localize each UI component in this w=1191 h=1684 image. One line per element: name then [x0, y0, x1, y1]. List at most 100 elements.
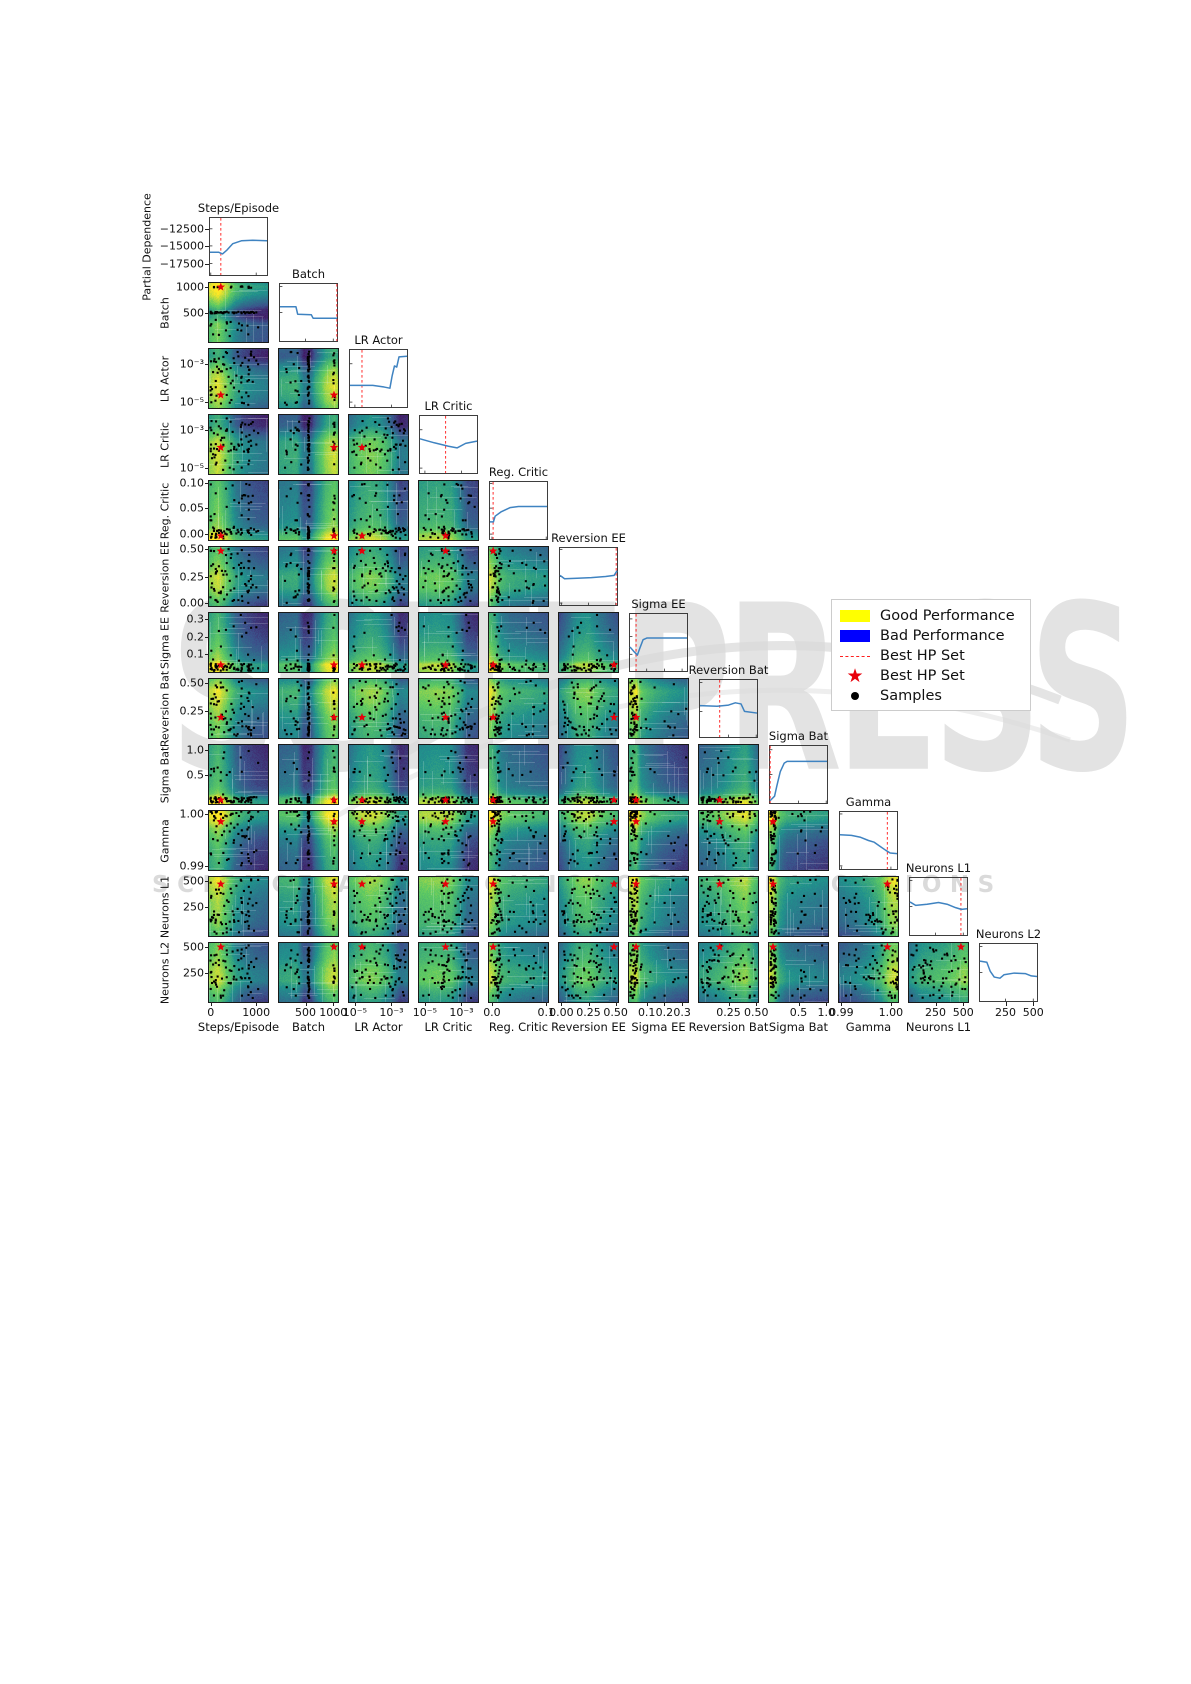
heatmap-cell-Neurons L2-vs-Gamma: [838, 942, 899, 1003]
xtick-mark: [756, 1002, 758, 1006]
heatmap-cell-Neurons L2-vs-LR Actor: [348, 942, 409, 1003]
diag-title-Batch: Batch: [291, 267, 326, 281]
ytick-label: 0.00: [179, 596, 205, 610]
xtick-mark: [391, 1002, 393, 1006]
xtick-label: 10⁻³: [449, 1006, 474, 1019]
heatmap-cell-Neurons L2-vs-LR Critic: [418, 942, 479, 1003]
heatmap-cell-LR Critic-vs-LR Actor: [348, 414, 409, 475]
heatmap-cell-Sigma EE-vs-LR Actor: [348, 612, 409, 673]
diag-title-Gamma: Gamma: [845, 795, 892, 809]
heatmap-cell-Sigma Bat-vs-Steps/Episode: [208, 744, 269, 805]
ytick-label: 250: [183, 966, 204, 979]
diagonal-plot-Reg. Critic: [489, 481, 548, 540]
legend-label: Best HP Set: [880, 648, 965, 664]
bad-performance-swatch-icon: [840, 630, 870, 642]
ytick-label: 0.10: [179, 476, 205, 490]
legend-entry-best-star: ★ Best HP Set: [840, 666, 1022, 686]
heatmap-cell-Gamma-vs-LR Actor: [348, 810, 409, 871]
ytick-label: 10⁻³: [179, 423, 204, 437]
xtick-label: 10⁻⁵: [412, 1006, 437, 1019]
heatmap-cell-Reg. Critic-vs-Steps/Episode: [208, 480, 269, 541]
heatmap-cell-Sigma EE-vs-Batch: [278, 612, 339, 673]
xtick-label: 1000: [319, 1006, 348, 1019]
ytick-label: 10⁻⁵: [179, 461, 204, 475]
diagonal-plot-Batch: [279, 283, 338, 342]
diagonal-plot-Neurons L1: [909, 877, 968, 936]
ytick-mark: [205, 906, 209, 908]
diagonal-plot-Gamma: [839, 811, 898, 870]
heatmap-cell-Neurons L1-vs-Steps/Episode: [208, 876, 269, 937]
ytick-label: −17500: [159, 257, 204, 271]
heatmap-cell-LR Critic-vs-Steps/Episode: [208, 414, 269, 475]
xtick-mark: [256, 1002, 258, 1006]
heatmap-cell-Neurons L2-vs-Batch: [278, 942, 339, 1003]
xtick-label: 250: [995, 1006, 1017, 1019]
ytick-mark: [205, 749, 209, 751]
diagonal-plot-Reversion Bat: [699, 679, 758, 738]
xtick-label: 0.3: [673, 1006, 691, 1019]
ytick-mark: [205, 711, 209, 713]
heatmap-cell-Sigma Bat-vs-LR Actor: [348, 744, 409, 805]
xtick-mark: [963, 1002, 965, 1006]
diag-title-Steps/Episode: Steps/Episode: [197, 201, 280, 215]
ytick-mark: [205, 946, 209, 948]
heatmap-cell-Reg. Critic-vs-Batch: [278, 480, 339, 541]
xtick-mark: [588, 1002, 590, 1006]
xtick-mark: [646, 1002, 648, 1006]
diagonal-plot-Sigma Bat: [769, 745, 828, 804]
diagonal-plot-Steps/Episode: [209, 217, 268, 276]
bottom-label-Reversion EE: Reversion EE: [551, 1020, 626, 1034]
xtick-label: 0.25: [576, 1006, 601, 1019]
heatmap-cell-Neurons L1-vs-LR Actor: [348, 876, 409, 937]
heatmap-cell-Sigma EE-vs-Reversion EE: [558, 612, 619, 673]
ytick-mark: [205, 286, 209, 288]
heatmap-cell-Sigma Bat-vs-LR Critic: [418, 744, 479, 805]
heatmap-cell-Reversion Bat-vs-Reversion EE: [558, 678, 619, 739]
xtick-mark: [798, 1002, 800, 1006]
heatmap-cell-Gamma-vs-Steps/Episode: [208, 810, 269, 871]
ytick-mark: [205, 483, 209, 485]
ytick-label: 0.3: [186, 612, 205, 626]
heatmap-cell-Reversion Bat-vs-Reg. Critic: [488, 678, 549, 739]
bottom-label-Sigma Bat: Sigma Bat: [768, 1020, 829, 1034]
legend-entry-samples: Samples: [840, 686, 1022, 706]
ytick-mark: [205, 880, 209, 882]
row-label-Gamma: Gamma: [158, 818, 172, 863]
legend-label: Good Performance: [880, 608, 1015, 624]
heatmap-cell-Neurons L1-vs-Batch: [278, 876, 339, 937]
ytick-label: 0.50: [179, 676, 205, 690]
xtick-label: 0.1: [537, 1006, 555, 1019]
heatmap-cell-Gamma-vs-Reversion EE: [558, 810, 619, 871]
xtick-label: 10⁻⁵: [342, 1006, 367, 1019]
xtick-mark: [210, 1002, 212, 1006]
diag-title-Sigma EE: Sigma EE: [631, 597, 686, 611]
xtick-label: 1.0: [817, 1006, 835, 1019]
heatmap-cell-Sigma EE-vs-Reg. Critic: [488, 612, 549, 673]
ytick-label: 0.5: [186, 768, 205, 781]
heatmap-cell-Sigma Bat-vs-Reg. Critic: [488, 744, 549, 805]
xtick-mark: [491, 1002, 493, 1006]
xtick-mark: [1005, 1002, 1007, 1006]
heatmap-cell-Gamma-vs-Reversion Bat: [698, 810, 759, 871]
diag-title-Neurons L2: Neurons L2: [975, 927, 1042, 941]
legend-entry-good: Good Performance: [840, 606, 1022, 626]
legend-label: Samples: [880, 688, 942, 704]
heatmap-cell-Neurons L1-vs-Reg. Critic: [488, 876, 549, 937]
ytick-label: 0.1: [186, 647, 205, 661]
heatmap-cell-Sigma EE-vs-Steps/Episode: [208, 612, 269, 673]
diag-title-Neurons L1: Neurons L1: [905, 861, 972, 875]
heatmap-cell-Reversion Bat-vs-LR Critic: [418, 678, 479, 739]
ytick-mark: [205, 636, 209, 638]
ytick-label: 1.00: [179, 807, 205, 821]
heatmap-cell-Gamma-vs-Sigma Bat: [768, 810, 829, 871]
diagonal-plot-LR Actor: [349, 349, 408, 408]
xtick-mark: [424, 1002, 426, 1006]
ytick-mark: [205, 468, 209, 470]
heatmap-cell-Neurons L1-vs-Sigma Bat: [768, 876, 829, 937]
ytick-label: −12500: [159, 222, 204, 236]
heatmap-cell-Gamma-vs-Sigma EE: [628, 810, 689, 871]
ytick-mark: [205, 245, 209, 247]
bottom-label-Steps/Episode: Steps/Episode: [197, 1020, 280, 1034]
ytick-label: 250: [183, 900, 204, 913]
